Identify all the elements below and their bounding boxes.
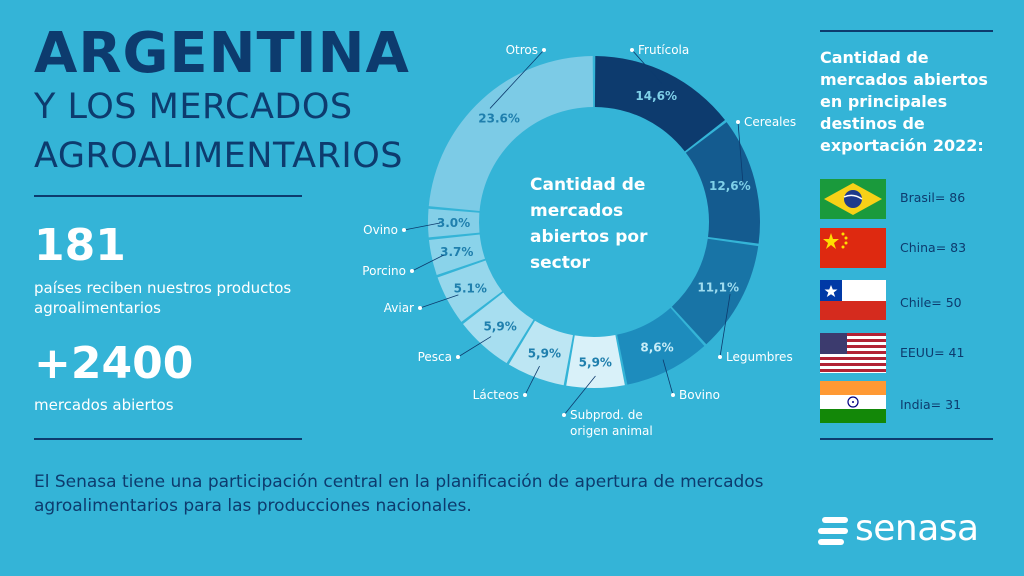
- chart-title-line: Cantidad de: [530, 175, 645, 195]
- slice-category-label: Frutícola: [638, 43, 689, 57]
- slice-porcino: [428, 234, 486, 276]
- leader-line: [631, 49, 663, 85]
- countries-count: 181: [34, 220, 126, 271]
- flag-eeuu: [820, 333, 886, 373]
- leader-dot: [418, 306, 422, 310]
- markets-count: +2400: [34, 338, 194, 389]
- slice-category-label: Otros: [506, 43, 538, 57]
- slice-value-label: 8,6%: [640, 341, 673, 355]
- footer-line1: El Senasa tiene una participación centra…: [34, 472, 764, 492]
- destination-india: India= 31: [900, 397, 962, 412]
- slice-value-label: 3.7%: [440, 245, 473, 259]
- destination-eeuu: EEUU= 41: [900, 345, 965, 360]
- slice-otros: [428, 56, 594, 211]
- slice-value-label: 3.0%: [437, 216, 470, 230]
- slice-value-label: 12,6%: [709, 179, 751, 193]
- slice-category-label: Pesca: [418, 350, 452, 364]
- slice-value-label: 23.6%: [478, 111, 520, 125]
- destinations-title: Cantidad de mercados abiertos en princip…: [820, 48, 988, 155]
- slice-category-label: Cereales: [744, 115, 796, 129]
- slice-cereales: [685, 122, 760, 244]
- divider-top: [34, 195, 302, 197]
- slice-bovino: [617, 307, 705, 385]
- divider-bottom: [34, 438, 302, 440]
- leader-line: [662, 359, 674, 396]
- slice-category-label: Legumbres: [726, 350, 793, 364]
- slice-legumbres: [671, 238, 759, 345]
- destination-chile: Chile= 50: [900, 295, 962, 310]
- slice-category-label: Lácteos: [473, 388, 519, 402]
- leader-line: [419, 294, 459, 309]
- senasa-logo-text: senasa: [855, 508, 979, 549]
- flag-china: [820, 228, 886, 268]
- divider-right-top: [820, 30, 993, 32]
- flag-chile: [820, 280, 886, 320]
- slice-aviar: [437, 260, 503, 322]
- destination-brasil: Brasil= 86: [900, 190, 966, 205]
- markets-desc: mercados abiertos: [34, 396, 174, 414]
- leader-dot: [671, 393, 675, 397]
- countries-desc-line2: agroalimentarios: [34, 299, 162, 317]
- slice-value-label: 5.1%: [454, 282, 487, 296]
- page-subtitle-line1: Y LOS MERCADOS: [34, 87, 353, 127]
- slice-category-label: Subprod. de origen animal: [570, 408, 653, 438]
- slice-l-cteos: [508, 320, 573, 386]
- leader-dot: [736, 120, 740, 124]
- leader-dot: [456, 355, 460, 359]
- leader-line: [719, 293, 731, 358]
- flag-india: [820, 381, 886, 423]
- slice-frut-cola: [594, 56, 726, 152]
- page-subtitle-line2: AGROALIMENTARIOS: [34, 136, 403, 176]
- flag-brasil: [820, 179, 886, 219]
- leader-dot: [402, 228, 406, 232]
- leader-dot: [630, 48, 634, 52]
- destination-china: China= 83: [900, 240, 967, 255]
- slice-category-label: Aviar: [384, 301, 414, 315]
- slice-value-label: 14,6%: [635, 89, 677, 103]
- leader-dot: [718, 355, 722, 359]
- divider-right-bottom: [820, 438, 993, 440]
- chart-title-line: mercados: [530, 201, 623, 221]
- chart-title-line: abiertos por: [530, 227, 648, 247]
- countries-desc-line1: países reciben nuestros productos: [34, 279, 292, 297]
- page-title: ARGENTINA: [34, 21, 410, 86]
- slice-value-label: 11,1%: [697, 281, 739, 295]
- slice-category-label: Porcino: [362, 264, 406, 278]
- slice-value-label: 5,9%: [528, 346, 561, 360]
- footer-text: El Senasa tiene una participación centra…: [34, 470, 834, 518]
- slice-category-label: Bovino: [679, 388, 720, 402]
- slice-pesca: [462, 292, 534, 364]
- senasa-logo-icon: [818, 517, 848, 545]
- leader-line: [524, 365, 540, 396]
- leader-line: [403, 222, 441, 231]
- slice-value-label: 5,9%: [483, 320, 516, 334]
- footer-line2: agroalimentarios para las producciones n…: [34, 496, 472, 516]
- leader-line: [411, 254, 444, 272]
- leader-line: [489, 49, 545, 109]
- slice-ovino: [427, 208, 480, 238]
- leader-dot: [410, 269, 414, 273]
- leader-line: [457, 336, 492, 358]
- leader-dot: [562, 413, 566, 417]
- leader-dot: [523, 393, 527, 397]
- slice-subprod-de-origen-animal: [566, 334, 625, 388]
- leader-line: [563, 375, 596, 416]
- chart-title-line: sector: [530, 253, 591, 273]
- slice-value-label: 5,9%: [579, 355, 612, 369]
- leader-line: [737, 121, 744, 183]
- leader-dot: [542, 48, 546, 52]
- slice-category-label: Ovino: [363, 223, 398, 237]
